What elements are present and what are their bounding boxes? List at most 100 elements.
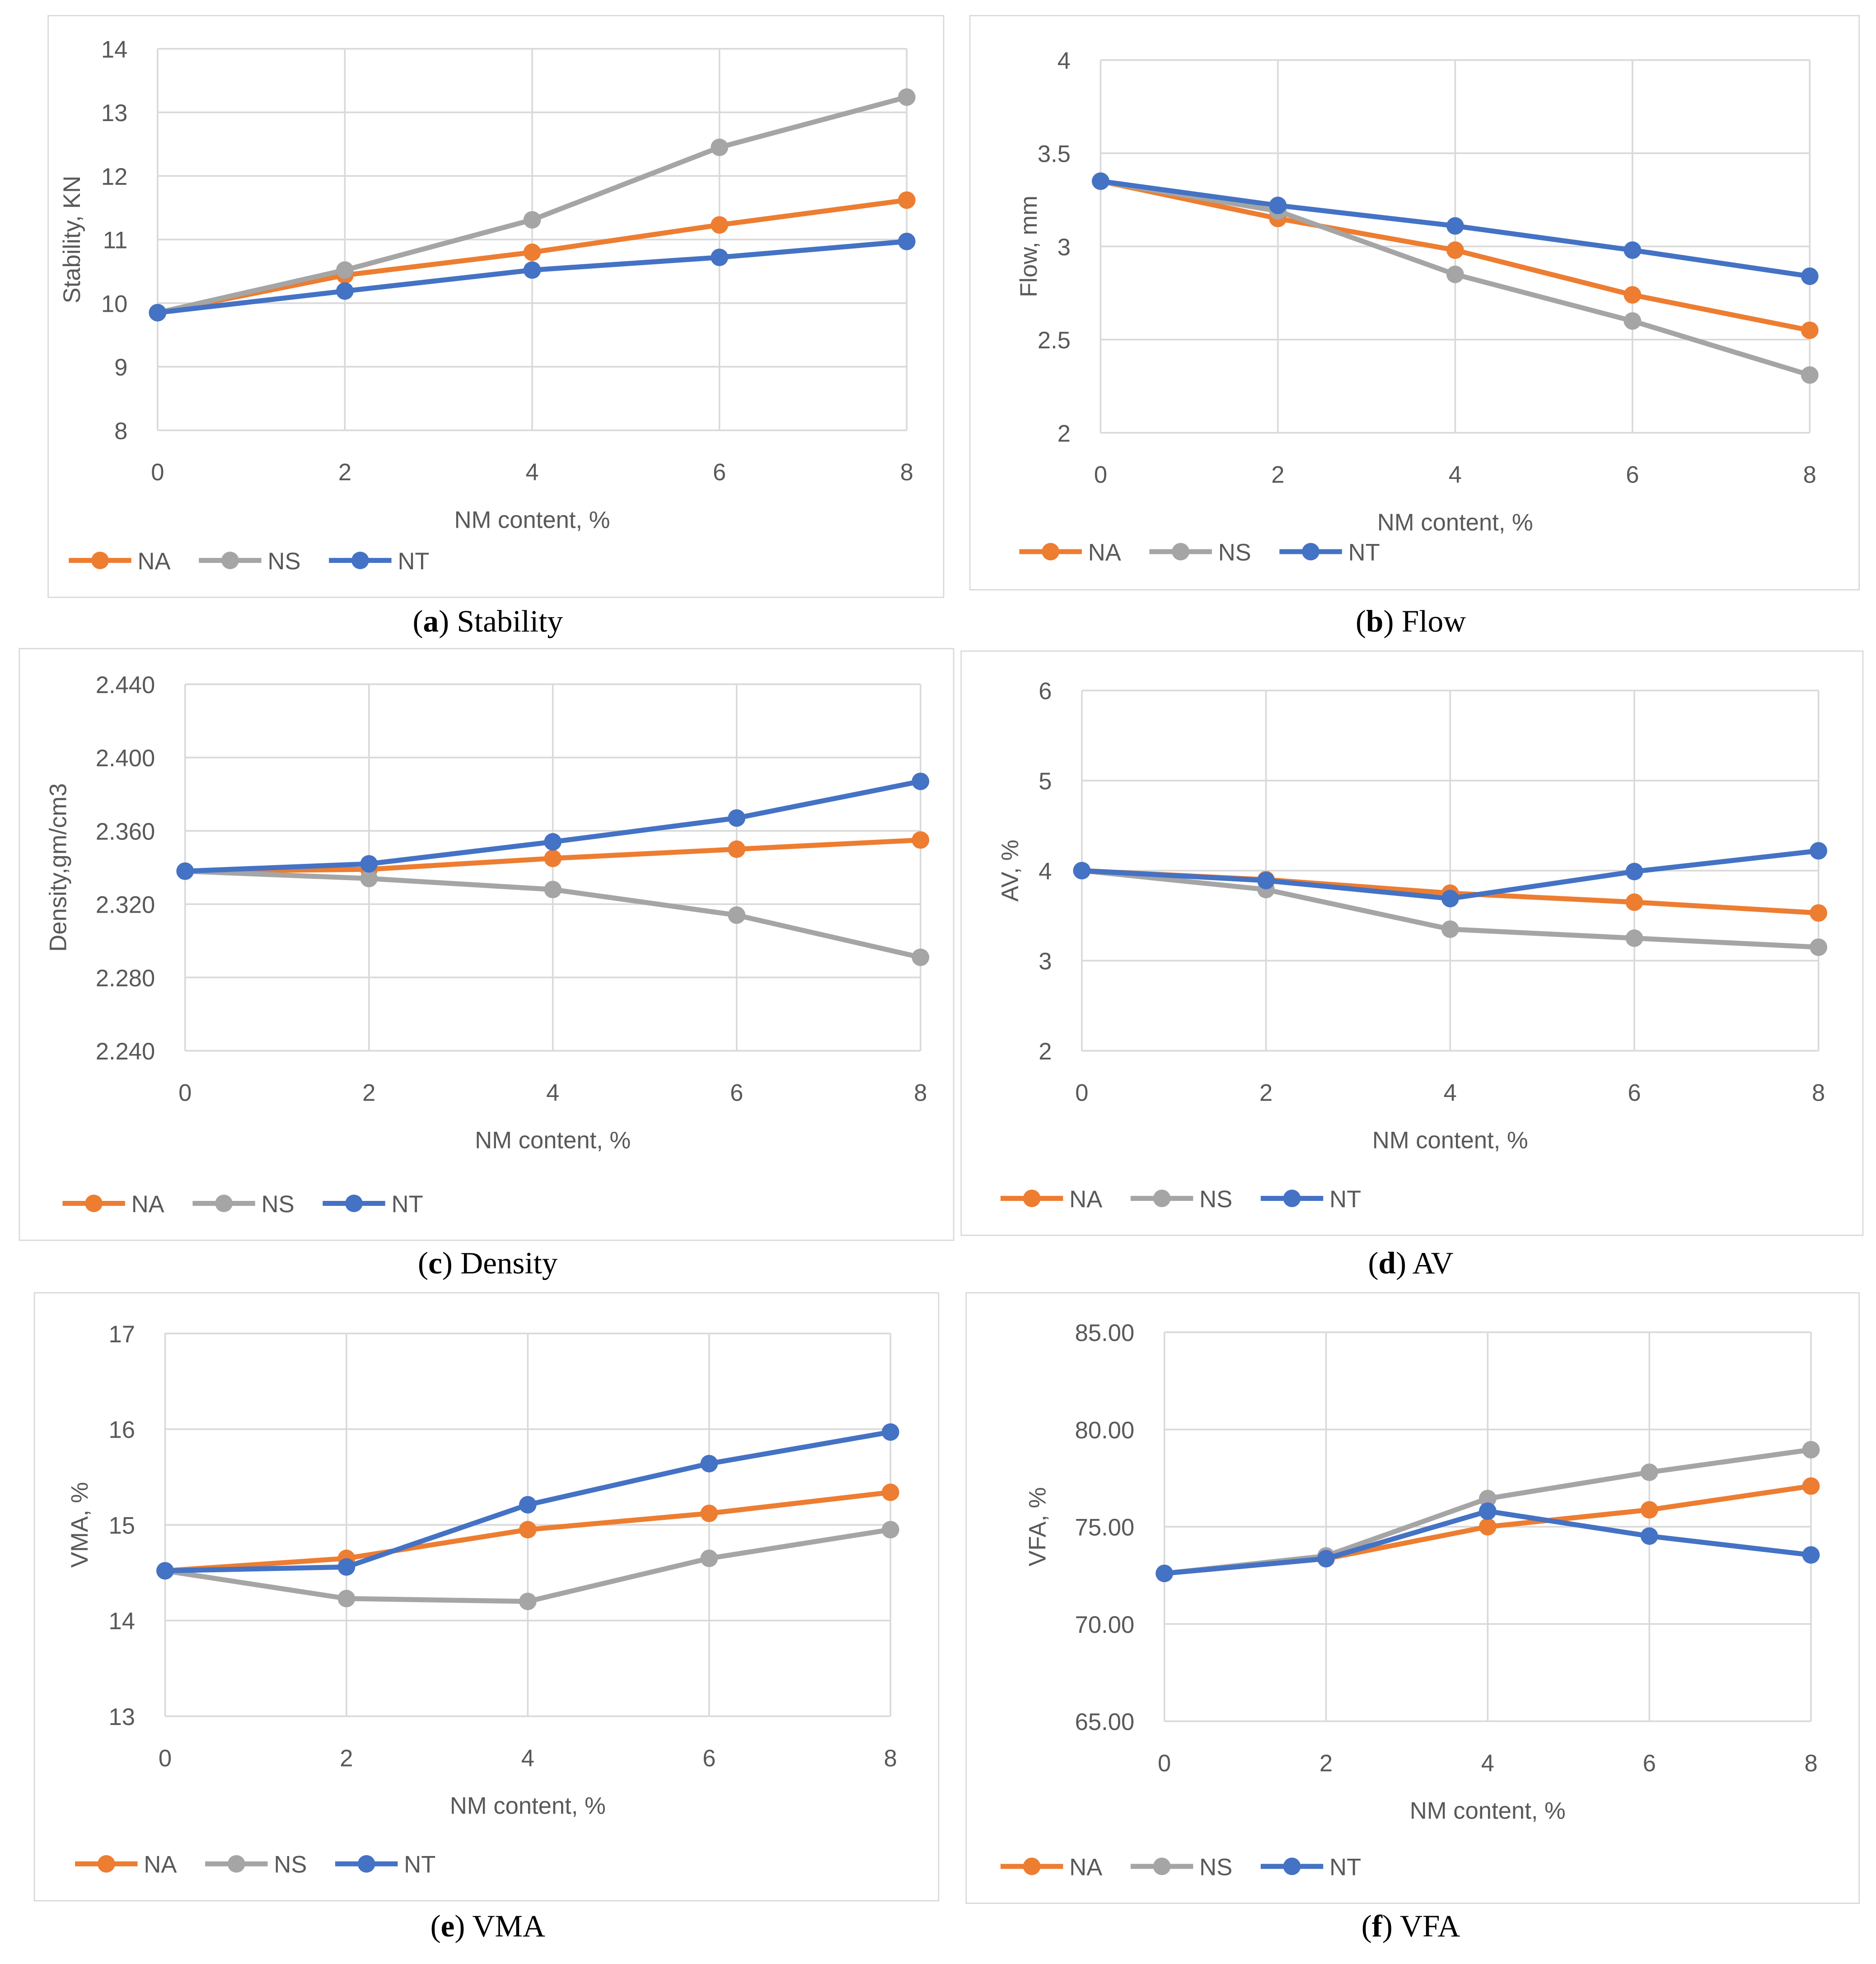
y-tick-label: 65.00 [1075, 1709, 1135, 1735]
y-tick-label: 2.360 [96, 818, 155, 845]
caption-letter: e [440, 1910, 455, 1944]
x-axis-title: NM content, % [454, 506, 610, 533]
caption-letter: b [1366, 605, 1384, 639]
x-tick-label: 0 [1075, 1079, 1088, 1106]
x-tick-label: 8 [1812, 1079, 1825, 1106]
y-tick-label: 4 [1057, 47, 1071, 74]
data-point-ns [337, 1589, 356, 1608]
x-tick-label: 0 [178, 1079, 192, 1106]
x-tick-label: 0 [151, 459, 164, 486]
data-point-na [544, 849, 562, 867]
y-tick-label: 85.00 [1075, 1320, 1135, 1346]
y-tick-label: 70.00 [1075, 1612, 1135, 1638]
data-point-nt [711, 248, 729, 266]
caption-text: VMA [472, 1910, 546, 1944]
legend-label-nt: NT [1329, 1854, 1361, 1880]
x-tick-label: 2 [1319, 1750, 1333, 1777]
x-tick-label: 2 [362, 1079, 375, 1106]
x-tick-label: 4 [1449, 462, 1462, 488]
data-point-na [1801, 321, 1819, 339]
data-point-nt [1625, 862, 1643, 881]
y-tick-label: 13 [101, 100, 128, 127]
data-point-ns [1625, 929, 1643, 947]
legend-label-nt: NT [398, 548, 429, 575]
data-point-ns [1802, 1441, 1820, 1459]
legend-marker-na [1023, 1190, 1041, 1207]
legend-marker-nt [351, 551, 369, 569]
legend-label-ns: NS [262, 1191, 295, 1218]
caption-letter: d [1378, 1247, 1396, 1281]
x-tick-label: 4 [525, 459, 538, 486]
chart-caption: (d) AV [1368, 1247, 1454, 1281]
data-point-nt [1446, 217, 1464, 235]
y-tick-label: 3.5 [1038, 141, 1071, 168]
caption-text: VFA [1400, 1910, 1460, 1944]
chart-panel-f [965, 1292, 1860, 1904]
data-point-na [700, 1505, 718, 1523]
legend-label-nt: NT [1348, 539, 1380, 566]
data-point-nt [1269, 197, 1287, 215]
y-tick-label: 2.320 [96, 892, 155, 919]
data-point-nt [176, 862, 194, 880]
legend-label-ns: NS [1199, 1854, 1232, 1880]
legend-marker-ns [1153, 1857, 1171, 1875]
data-point-ns [360, 870, 378, 887]
data-point-nt [1092, 172, 1109, 190]
x-tick-label: 4 [546, 1079, 559, 1106]
x-tick-label: 6 [713, 459, 726, 486]
data-point-nt [156, 1562, 174, 1580]
data-point-na [1625, 893, 1643, 911]
data-point-nt [336, 282, 354, 300]
x-tick-label: 6 [702, 1745, 716, 1772]
x-tick-label: 2 [340, 1745, 353, 1772]
x-axis-title: NM content, % [1377, 509, 1533, 536]
x-tick-label: 4 [1481, 1750, 1494, 1777]
data-point-nt [1156, 1565, 1174, 1582]
y-axis-title: Stability, KN [59, 176, 85, 304]
caption-letter: f [1371, 1910, 1382, 1944]
y-tick-label: 8 [114, 418, 127, 445]
caption-letter: c [428, 1247, 442, 1281]
chart-caption: (a) Stability [412, 605, 563, 639]
data-point-nt [519, 1496, 537, 1514]
legend-marker-nt [1283, 1857, 1301, 1875]
x-axis-title: NM content, % [450, 1793, 606, 1819]
data-point-ns [519, 1593, 537, 1610]
legend-marker-ns [227, 1855, 245, 1873]
legend-marker-nt [345, 1195, 363, 1212]
data-point-ns [1623, 312, 1642, 330]
data-point-nt [544, 833, 562, 851]
y-tick-label: 2.400 [96, 745, 155, 772]
data-point-ns [898, 88, 916, 106]
y-axis-title: VFA, % [1025, 1487, 1051, 1566]
chart-caption: (b) Flow [1355, 605, 1466, 639]
data-point-na [1478, 1518, 1497, 1536]
data-point-ns [1640, 1463, 1658, 1481]
legend-label-nt: NT [392, 1191, 423, 1218]
legend-marker-na [1042, 543, 1060, 561]
y-tick-label: 2.280 [96, 965, 155, 992]
chart-panel-c [19, 648, 954, 1241]
chart-panel-b [969, 15, 1860, 591]
legend-marker-nt [1302, 543, 1319, 561]
caption-text: Density [460, 1247, 558, 1281]
data-point-nt [881, 1423, 899, 1441]
legend-label-ns: NS [274, 1852, 307, 1878]
data-point-ns [1810, 938, 1828, 956]
data-point-na [1446, 241, 1464, 259]
data-point-nt [1073, 862, 1091, 880]
legend-marker-nt [357, 1855, 375, 1873]
data-point-nt [1257, 872, 1275, 890]
legend-marker-na [97, 1855, 115, 1873]
data-point-nt [1317, 1550, 1335, 1568]
chart-caption: (c) Density [418, 1247, 558, 1281]
data-point-nt [360, 855, 378, 873]
x-tick-label: 8 [1803, 462, 1816, 488]
x-tick-label: 0 [1158, 1750, 1171, 1777]
y-tick-label: 2.5 [1038, 327, 1071, 354]
